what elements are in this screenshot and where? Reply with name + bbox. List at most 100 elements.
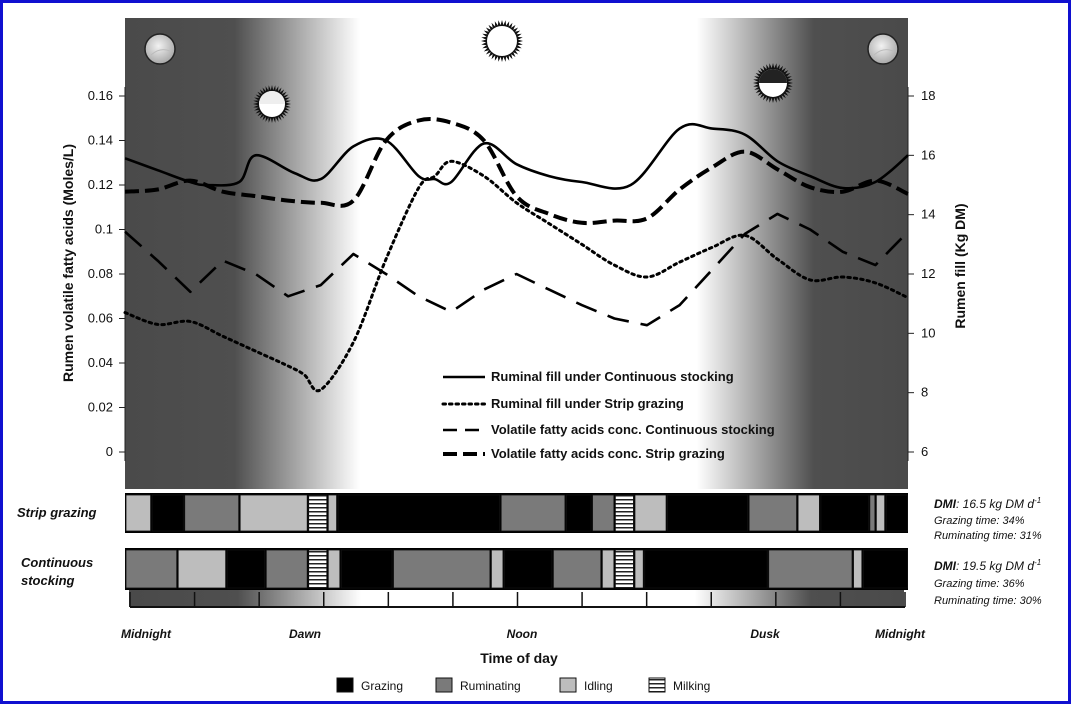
activity-segment-idling bbox=[634, 494, 667, 532]
activity-segment-grazing bbox=[151, 494, 184, 532]
activity-segment-milking bbox=[614, 494, 634, 532]
activity-segment-milking bbox=[308, 494, 328, 532]
activity-segment-milking bbox=[308, 549, 328, 589]
activity-segment-grazing bbox=[340, 549, 393, 589]
legend-label-1: Ruminal fill under Continuous stocking bbox=[491, 369, 734, 384]
activity-segment-ruminating bbox=[592, 494, 615, 532]
right-tick-label: 12 bbox=[921, 266, 935, 281]
left-tick-label: 0.06 bbox=[88, 311, 113, 326]
activity-segment-grazing bbox=[644, 549, 768, 589]
series-legend: Ruminal fill under Continuous stocking Ru… bbox=[441, 369, 775, 461]
activity-segment-ruminating bbox=[748, 494, 797, 532]
right-tick-label: 16 bbox=[921, 147, 935, 162]
activity-bar-label: Strip grazing bbox=[17, 505, 97, 520]
left-tick-label: 0.14 bbox=[88, 133, 113, 148]
moon-disc bbox=[867, 33, 899, 65]
activity-segment-idling bbox=[125, 494, 152, 532]
activity-segment-grazing bbox=[885, 494, 908, 532]
moon-disc bbox=[144, 33, 176, 65]
moon-crater bbox=[150, 49, 171, 56]
right-tick-label: 14 bbox=[921, 207, 935, 222]
activity-segment-idling bbox=[490, 549, 504, 589]
activity-segment-grazing bbox=[504, 549, 553, 589]
legend-key-label-idling: Idling bbox=[584, 679, 613, 693]
activity-segment-ruminating bbox=[393, 549, 491, 589]
activity-segment-idling bbox=[634, 549, 644, 589]
time-label-dusk: Dusk bbox=[750, 627, 781, 641]
left-tick-label: 0.08 bbox=[88, 266, 113, 281]
plot-background bbox=[125, 18, 908, 489]
legend-key-idling bbox=[559, 677, 577, 693]
series-line-1 bbox=[124, 122, 909, 190]
chart-svg: 0.16 0.14 0.12 0.1 0.08 0.06 0.04 0.02 0 18 16 14 12… bbox=[17, 18, 1042, 693]
activity-segment-ruminating bbox=[768, 549, 853, 589]
series-line-4 bbox=[124, 117, 909, 226]
left-tick-label: 0.02 bbox=[88, 400, 113, 415]
activity-segment-milking bbox=[614, 549, 634, 589]
sun-disc bbox=[487, 26, 517, 56]
sun-half bbox=[259, 91, 285, 104]
activity-segment-idling bbox=[797, 494, 820, 532]
activity-segment-idling bbox=[177, 549, 227, 589]
dmi-text: DMI: 16.5 kg DM d-1 bbox=[934, 496, 1041, 511]
sunset-icon bbox=[753, 63, 793, 103]
legend-label-4: Volatile fatty acids conc. Strip grazing bbox=[491, 446, 725, 461]
activity-segment-grazing bbox=[226, 549, 266, 589]
time-label-midnight: Midnight bbox=[875, 627, 926, 641]
moon-icon bbox=[867, 33, 899, 65]
activity-segment-ruminating bbox=[869, 494, 876, 532]
moon-icon bbox=[144, 33, 176, 65]
legend-key-label-milking: Milking bbox=[673, 679, 710, 693]
legend-label-3: Volatile fatty acids conc. Continuous st… bbox=[491, 422, 775, 437]
right-tick-label: 6 bbox=[921, 444, 928, 459]
legend-label-2: Ruminal fill under Strip grazing bbox=[491, 396, 684, 411]
activity-segment-idling bbox=[239, 494, 308, 532]
axes: 0.16 0.14 0.12 0.1 0.08 0.06 0.04 0.02 0 18 16 14 12… bbox=[60, 87, 968, 461]
activity-segment-idling bbox=[853, 549, 863, 589]
left-tick-label: 0.12 bbox=[88, 177, 113, 192]
x-axis-title: Time of day bbox=[480, 650, 558, 666]
activity-segment-idling bbox=[327, 494, 337, 532]
left-tick-label: 0.1 bbox=[95, 222, 113, 237]
activity-segment-idling bbox=[327, 549, 341, 589]
legend-key-label-ruminating: Ruminating bbox=[460, 679, 521, 693]
grazing-time-text: Grazing time: 34% bbox=[934, 515, 1025, 527]
series-line-3 bbox=[124, 212, 909, 327]
activity-segment-ruminating bbox=[265, 549, 308, 589]
activity-segment-grazing bbox=[862, 549, 908, 589]
right-tick-label: 8 bbox=[921, 385, 928, 400]
activity-segment-ruminating bbox=[552, 549, 602, 589]
time-band-background bbox=[129, 589, 904, 607]
activity-bar-label-line2: stocking bbox=[21, 573, 75, 588]
activity-segment-idling bbox=[875, 494, 886, 532]
left-tick-label: 0.16 bbox=[88, 88, 113, 103]
legend-key-ruminating bbox=[435, 677, 453, 693]
series-lines bbox=[123, 117, 910, 393]
legend-key-label-grazing: Grazing bbox=[361, 679, 403, 693]
left-axis-title: Rumen volatile fatty acids (Moles/L) bbox=[60, 144, 76, 382]
right-tick-label: 18 bbox=[921, 88, 935, 103]
time-label-noon: Noon bbox=[507, 627, 538, 641]
activity-bar-label-line1: Continuous bbox=[21, 555, 93, 570]
time-label-midnight: Midnight bbox=[121, 627, 172, 641]
time-axis: Midnight Dawn Noon Dusk Midnight Time of day bbox=[121, 592, 926, 666]
series-line-2 bbox=[123, 159, 910, 393]
activity-legend: Grazing Ruminating Idling Milking bbox=[336, 677, 710, 693]
right-tick-label: 10 bbox=[921, 325, 935, 340]
time-label-dawn: Dawn bbox=[289, 627, 321, 641]
sun-icon bbox=[481, 20, 523, 62]
activity-segment-grazing bbox=[667, 494, 749, 532]
activity-segment-ruminating bbox=[184, 494, 240, 532]
right-axis-title: Rumen fill (Kg DM) bbox=[952, 203, 968, 328]
activity-segment-grazing bbox=[337, 494, 501, 532]
activity-segment-ruminating bbox=[125, 549, 178, 589]
moon-crater bbox=[873, 49, 894, 56]
ruminating-time-text: Ruminating time: 31% bbox=[934, 530, 1042, 542]
activity-segment-idling bbox=[601, 549, 615, 589]
activity-segment-grazing bbox=[820, 494, 869, 532]
dmi-text: DMI: 19.5 kg DM d-1 bbox=[934, 558, 1041, 573]
activity-segment-ruminating bbox=[500, 494, 566, 532]
left-tick-label: 0 bbox=[106, 444, 113, 459]
sky-icons bbox=[144, 20, 899, 123]
